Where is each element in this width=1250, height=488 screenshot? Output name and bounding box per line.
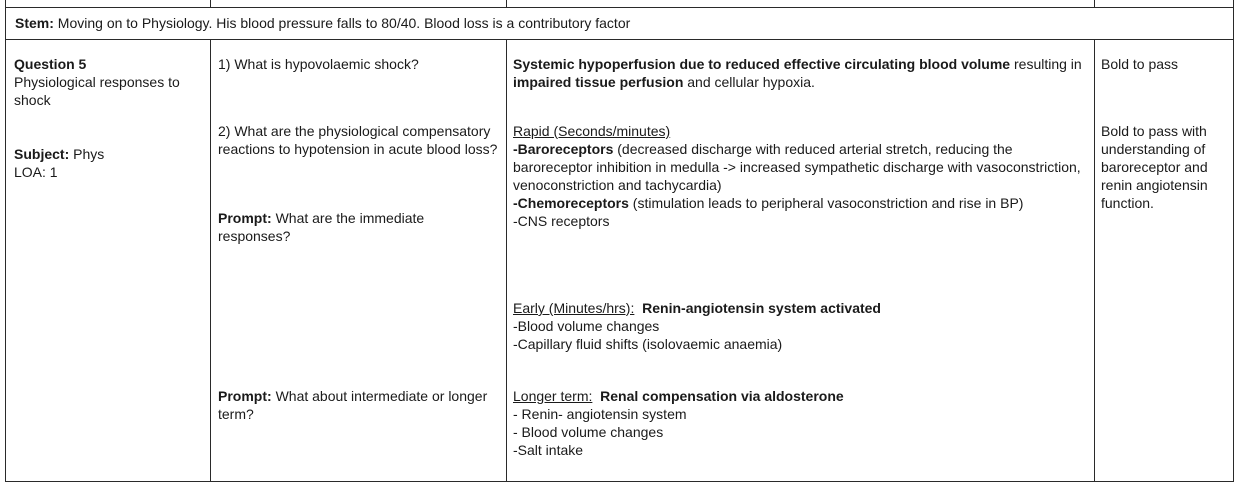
stem-label: Stem: (15, 15, 54, 31)
early-item-2: -Capillary fluid shifts (isolovaemic ana… (513, 336, 783, 352)
longer-item-1: - Renin- angiotensin system (513, 406, 687, 422)
prompt-1: Prompt: What are the immediate responses… (218, 209, 498, 245)
top-stub-2 (506, 0, 507, 7)
early-item-1: -Blood volume changes (513, 318, 660, 334)
longer-item-2: - Blood volume changes (513, 424, 664, 440)
top-stub-3 (1094, 0, 1095, 7)
question-title: Question 5 (14, 56, 87, 72)
q1-text: 1) What is hypovolaemic shock? (218, 56, 419, 72)
stem-row: Stem: Moving on to Physiology. His blood… (15, 14, 1225, 32)
definition-answer: Systemic hypoperfusion due to reduced ef… (513, 55, 1091, 91)
prompt-2-label: Prompt: (218, 388, 272, 404)
stem-text: Moving on to Physiology. His blood press… (57, 15, 631, 31)
prompt-1-label: Prompt: (218, 210, 272, 226)
early-heading-line: Early (Minutes/hrs): Renin-angiotensin s… (513, 299, 1087, 317)
def-text-1: resulting in (1014, 56, 1082, 72)
subject-line: Subject: Phys (14, 145, 204, 163)
prompt-2-text: What about intermediate or longer term? (218, 388, 488, 422)
subject-value: Phys (73, 146, 105, 162)
col-divider-1 (210, 39, 211, 482)
prompt-2: Prompt: What about intermediate or longe… (218, 387, 503, 423)
q2-text: 2) What are the physiological compensato… (218, 123, 498, 157)
early-bold: Renin-angiotensin system activated (642, 300, 881, 316)
top-stub-left (5, 0, 6, 7)
stem-top-border (5, 7, 1234, 8)
col-divider-3 (1094, 39, 1095, 482)
baroreceptors-item: -Baroreceptors (decreased discharge with… (513, 140, 1087, 194)
longer-section: Longer term: Renal compensation via aldo… (513, 387, 1087, 459)
early-heading: Early (Minutes/hrs): (513, 300, 635, 316)
question-topic: Physiological responses to shock (14, 74, 180, 108)
early-section: Early (Minutes/hrs): Renin-angiotensin s… (513, 299, 1087, 353)
cns-item: -CNS receptors (513, 213, 610, 229)
longer-heading: Longer term: (513, 388, 593, 404)
def-bold-1: Systemic hypoperfusion due to reduced ef… (513, 56, 1011, 72)
question-cell: Question 5 Physiological responses to sh… (14, 55, 204, 181)
rapid-heading: Rapid (Seconds/minutes) (513, 123, 671, 139)
chemo-bold: -Chemoreceptors (513, 195, 629, 211)
col-divider-2 (506, 39, 507, 482)
rapid-section: Rapid (Seconds/minutes) -Baroreceptors (… (513, 122, 1087, 230)
marking-2: Bold to pass with understanding of baror… (1101, 123, 1208, 211)
chemoreceptors-item: -Chemoreceptors (stimulation leads to pe… (513, 194, 1087, 212)
baro-bold: -Baroreceptors (513, 141, 614, 157)
def-text-2: and cellular hypoxia. (683, 74, 815, 90)
top-stub-right (1233, 0, 1234, 7)
chemo-text: (stimulation leads to peripheral vasocon… (628, 195, 1024, 211)
top-stub-1 (210, 0, 211, 7)
longer-heading-line: Longer term: Renal compensation via aldo… (513, 387, 1087, 405)
subject-label: Subject: (14, 146, 70, 162)
longer-bold: Renal compensation via aldosterone (600, 388, 844, 404)
left-border (5, 7, 6, 482)
table-bottom-border (5, 481, 1234, 482)
longer-item-3: -Salt intake (513, 442, 584, 458)
def-bold-2: impaired tissue perfusion (513, 74, 684, 90)
loa-text: LOA: 1 (14, 164, 58, 180)
prompt-1-text: What are the immediate responses? (218, 210, 425, 244)
right-border (1233, 7, 1234, 482)
marking-1: Bold to pass (1101, 56, 1179, 72)
stem-bottom-border (5, 39, 1234, 40)
baro-text: (decreased discharge with reduced arteri… (513, 141, 1081, 193)
